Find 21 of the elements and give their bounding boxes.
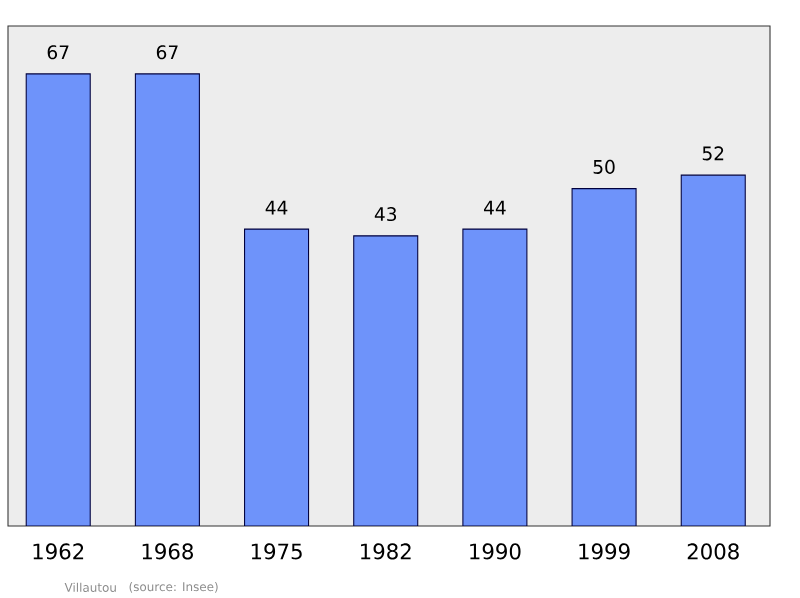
data-label: 67 [156, 45, 178, 60]
data-label: 67 [47, 45, 69, 60]
x-tick-label: 1975 [251, 543, 302, 560]
x-tick-label: 2008 [687, 543, 739, 560]
bar [571, 188, 637, 526]
bar [25, 73, 91, 526]
data-label: 52 [702, 146, 724, 161]
x-tick-label: 1962 [33, 543, 84, 560]
bar [244, 228, 310, 526]
x-tick-label: 1990 [470, 543, 521, 560]
x-tick-label: 1999 [579, 543, 630, 560]
bar [353, 235, 419, 526]
x-tick-label: 1982 [361, 543, 411, 560]
x-tick-label: 1968 [142, 543, 193, 560]
data-label: 43 [374, 207, 397, 222]
bar [680, 174, 746, 526]
data-label: 44 [483, 200, 506, 215]
bar [462, 228, 528, 526]
bar [134, 73, 200, 526]
data-label: 44 [265, 200, 288, 215]
data-label: 50 [593, 159, 615, 174]
